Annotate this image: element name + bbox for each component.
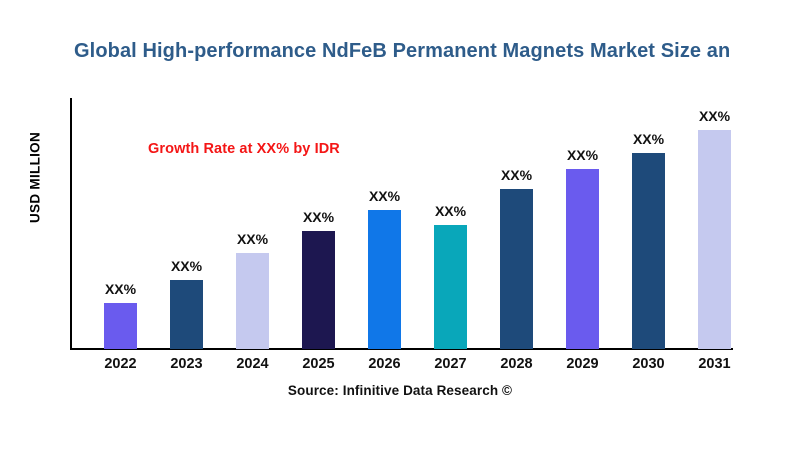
bar-2027 [434, 225, 467, 349]
x-tick-label-2024: 2024 [236, 356, 269, 372]
bar-value-label-2024: XX% [236, 231, 269, 247]
y-axis-line [70, 98, 72, 350]
bar-2031 [698, 130, 731, 349]
bar-value-label-2022: XX% [104, 281, 137, 297]
bar-2024 [236, 253, 269, 349]
bar-value-label-2028: XX% [500, 167, 533, 183]
bar-2030 [632, 153, 665, 349]
bar-value-label-2025: XX% [302, 209, 335, 225]
x-tick-label-2029: 2029 [566, 356, 599, 372]
chart-title: Global High-performance NdFeB Permanent … [74, 40, 731, 62]
x-tick-label-2031: 2031 [698, 356, 731, 372]
x-tick-label-2030: 2030 [632, 356, 665, 372]
x-tick-label-2023: 2023 [170, 356, 203, 372]
x-tick-label-2026: 2026 [368, 356, 401, 372]
x-tick-label-2028: 2028 [500, 356, 533, 372]
bar-value-label-2030: XX% [632, 131, 665, 147]
x-tick-label-2022: 2022 [104, 356, 137, 372]
bar-value-label-2026: XX% [368, 188, 401, 204]
bar-2023 [170, 280, 203, 349]
bar-value-label-2029: XX% [566, 147, 599, 163]
bar-2029 [566, 169, 599, 349]
source-note: Source: Infinitive Data Research © [287, 383, 513, 398]
bar-value-label-2027: XX% [434, 203, 467, 219]
bar-value-label-2031: XX% [698, 108, 731, 124]
x-axis-line [70, 348, 733, 350]
x-tick-label-2025: 2025 [302, 356, 335, 372]
bar-value-label-2023: XX% [170, 258, 203, 274]
bar-2026 [368, 210, 401, 349]
bar-2025 [302, 231, 335, 349]
growth-rate-annotation: Growth Rate at XX% by IDR [148, 141, 340, 157]
x-tick-label-2027: 2027 [434, 356, 467, 372]
bar-2028 [500, 189, 533, 349]
bar-2022 [104, 303, 137, 349]
